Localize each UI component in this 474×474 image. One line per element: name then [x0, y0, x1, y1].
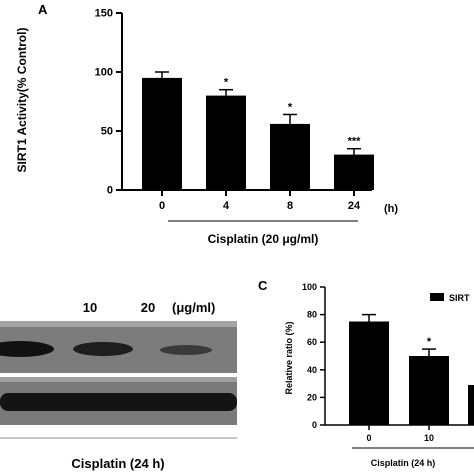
panel-c-letter: C [258, 278, 268, 293]
bar [349, 321, 389, 425]
bar [270, 123, 310, 190]
legend-swatch [430, 293, 444, 301]
blot-lane-label-1: 10 [83, 300, 97, 315]
y-tick-label: 60 [307, 337, 317, 347]
panel-c-axes: 0 20 40 60 80 100 0 10 [302, 282, 474, 443]
y-tick-label: 50 [101, 126, 113, 138]
significance-marker: * [224, 77, 229, 89]
y-tick-label: 40 [307, 365, 317, 375]
partial-bar [468, 385, 474, 425]
y-tick-label: 80 [307, 310, 317, 320]
significance-marker: *** [348, 136, 362, 148]
panel-a: A SIRT1 Activity(% Control) 0 50 100 150 0 4 8… [15, 2, 398, 246]
significance-marker: * [288, 101, 293, 113]
blot-lane-label-2: 20 [141, 300, 155, 315]
y-tick-label: 20 [307, 392, 317, 402]
bar [206, 95, 246, 190]
y-tick-label: 150 [95, 8, 113, 20]
blot-strip-upper [0, 321, 237, 373]
panel-c-group-label: Cisplatin (24 h) [371, 458, 436, 468]
panel-b-blot: 10 20 (μg/ml) Cisplatin (24 h) [0, 300, 237, 471]
panel-c-legend: SIRT [430, 293, 470, 303]
significance-marker: * [427, 336, 432, 348]
panel-a-y-axis-title: SIRT1 Activity(% Control) [15, 28, 29, 173]
x-tick-label: 0 [159, 200, 165, 212]
blot-group-label: Cisplatin (24 h) [71, 456, 164, 471]
y-tick-label: 100 [95, 67, 113, 79]
blot-strip-lower [0, 377, 237, 425]
blot-unit-label: (μg/ml) [172, 300, 215, 315]
x-tick-label: 10 [424, 433, 434, 443]
y-tick-label: 0 [312, 420, 317, 430]
x-tick-label: 8 [287, 200, 293, 212]
legend-label: SIRT [449, 293, 470, 303]
x-tick-label: 24 [348, 200, 361, 212]
bar [409, 356, 449, 425]
panel-a-x-unit: (h) [384, 203, 398, 215]
panel-c-y-axis-title: Relative ratio (%) [284, 321, 294, 394]
y-tick-label: 100 [302, 282, 317, 292]
y-tick-label: 0 [107, 185, 113, 197]
panel-a-letter: A [38, 2, 48, 17]
panel-a-bars: ***** [142, 71, 374, 190]
panel-c: C Relative ratio (%) 0 20 40 60 80 100 0 10 * S… [258, 278, 474, 468]
x-tick-label: 4 [223, 200, 230, 212]
panel-a-group-label: Cisplatin (20 μg/ml) [208, 232, 319, 246]
panel-c-bars: * [349, 313, 449, 425]
bar [334, 154, 374, 190]
bar [142, 77, 182, 190]
x-tick-label: 0 [366, 433, 371, 443]
